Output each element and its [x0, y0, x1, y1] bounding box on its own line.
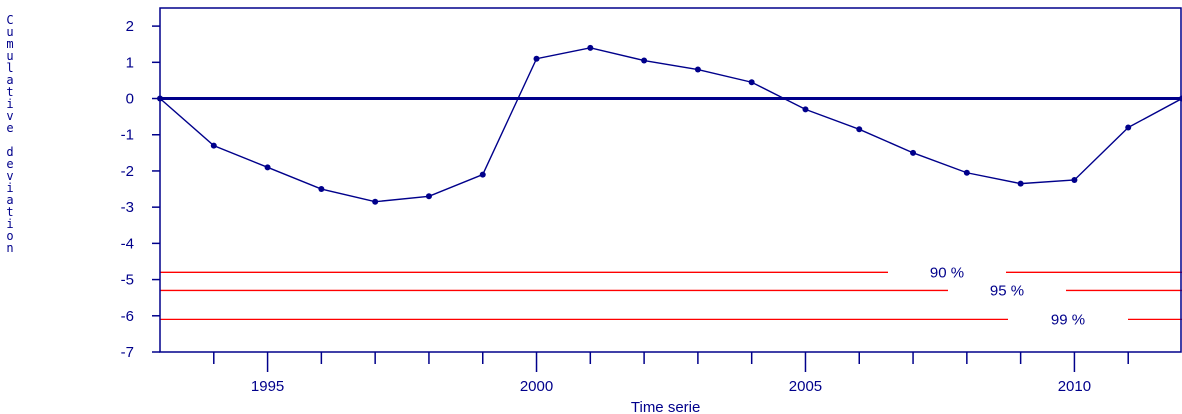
plot-frame [159, 7, 1182, 353]
data-point [856, 126, 863, 133]
y-tick-label: -1 [121, 127, 134, 144]
y-label-char: e [6, 157, 13, 171]
y-label-char: a [6, 73, 13, 87]
data-point [963, 169, 970, 176]
y-tick-label: 2 [126, 18, 134, 35]
data-point [318, 186, 325, 193]
y-label-char: t [6, 85, 13, 99]
y-label-char: u [6, 25, 13, 39]
y-tick-label: -3 [121, 199, 134, 216]
data-point [533, 55, 540, 62]
data-point [1017, 180, 1024, 187]
x-tick-label: 2010 [1058, 378, 1091, 395]
data-point [910, 149, 917, 156]
y-axis-ticks: 2 1 0 -1 -2 -3 -4 -5 -6 -7 [121, 18, 160, 361]
data-point [264, 164, 271, 171]
y-tick-label: 0 [126, 91, 134, 108]
y-label-char: u [6, 49, 13, 63]
y-label-char: e [6, 121, 13, 135]
threshold-label: 90 % [930, 264, 964, 281]
y-label-char: i [6, 181, 13, 195]
x-tick-label: 1995 [251, 378, 284, 395]
series-line [159, 47, 1182, 203]
data-point [1125, 124, 1132, 131]
y-tick-label: -6 [121, 308, 134, 325]
y-label-char: i [6, 217, 13, 231]
data-point [802, 106, 809, 113]
threshold-label: 99 % [1051, 311, 1085, 328]
data-point [425, 193, 432, 200]
y-label-char: l [6, 61, 13, 75]
y-label-char: C [6, 13, 13, 27]
y-tick-label: 1 [126, 54, 134, 71]
data-point [641, 57, 648, 64]
x-tick-label: 2000 [520, 378, 553, 395]
data-point [694, 66, 701, 73]
y-label-char: a [6, 193, 13, 207]
threshold-lines: 90 % 95 % 99 % [160, 264, 1182, 328]
threshold-label: 95 % [990, 282, 1024, 299]
data-point [587, 44, 594, 51]
y-label-char: i [6, 97, 13, 111]
y-tick-label: -2 [121, 163, 134, 180]
x-tick-label: 2005 [789, 378, 822, 395]
data-series [157, 44, 1182, 205]
y-label-char: t [6, 205, 13, 219]
y-tick-label: -4 [121, 235, 134, 252]
y-tick-label: -7 [121, 344, 134, 361]
data-point [1071, 177, 1078, 183]
data-point [479, 171, 486, 178]
y-tick-label: -5 [121, 272, 134, 289]
data-point [372, 198, 379, 205]
data-point [210, 142, 217, 149]
y-label-char: m [6, 37, 13, 51]
y-label-char: v [6, 109, 13, 123]
y-label-char: v [6, 169, 13, 183]
x-axis-ticks: 1995 2000 2005 2010 [213, 352, 1129, 395]
y-label-char: n [6, 241, 13, 255]
y-label-char: o [6, 229, 13, 243]
data-point [748, 79, 755, 86]
x-axis-label: Time serie [631, 399, 700, 414]
y-label-char: d [6, 145, 13, 159]
